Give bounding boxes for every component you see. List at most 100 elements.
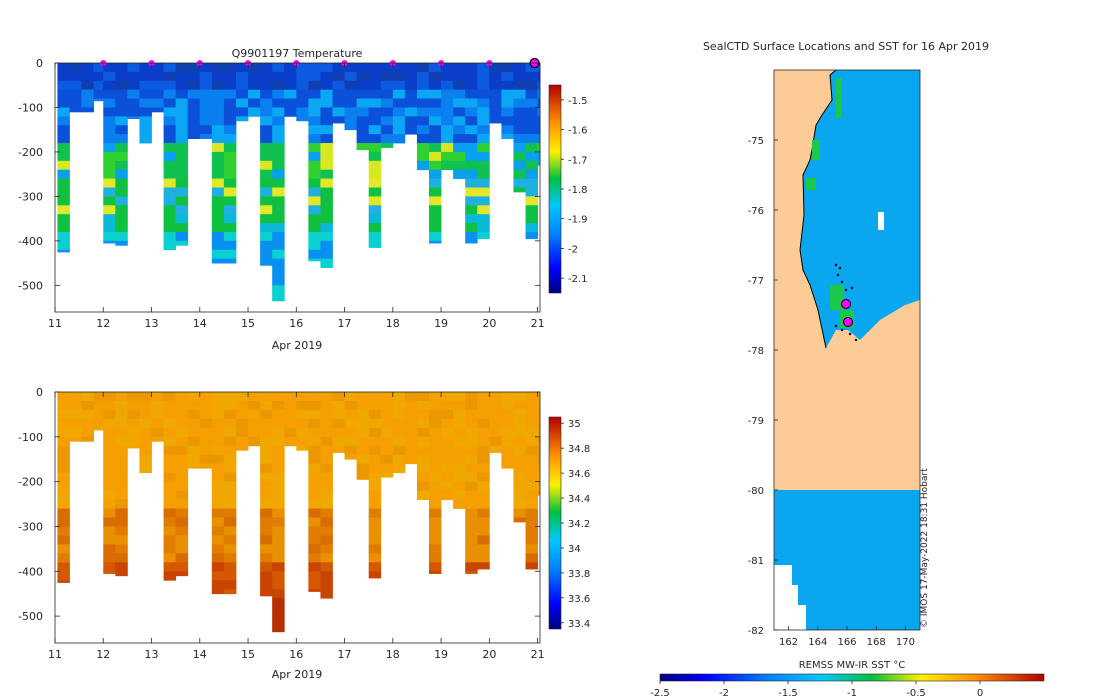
temperature-cell	[320, 107, 333, 117]
temperature-cell	[380, 116, 394, 126]
temperature-cell	[308, 205, 321, 215]
salinity-cell	[284, 427, 297, 438]
salinity-cell	[465, 535, 478, 545]
temperature-cell	[163, 187, 177, 197]
salinity-cell	[223, 409, 237, 420]
temperature-cell	[151, 89, 164, 99]
colorbar-tick-label: -1.9	[568, 215, 588, 226]
temperature-cell	[477, 223, 490, 233]
salinity-cell	[477, 490, 490, 500]
temperature-cell	[368, 240, 382, 248]
temperature-cell	[163, 151, 177, 162]
temperature-cell	[69, 71, 82, 82]
salinity-cell	[429, 436, 442, 447]
temperature-cell	[537, 107, 541, 117]
salinity-cell	[441, 400, 454, 411]
salinity-cell	[199, 427, 213, 438]
temperature-cell	[139, 80, 152, 91]
temperature-cell	[127, 89, 140, 99]
salinity-cell	[332, 418, 345, 429]
temperature-cell	[320, 116, 333, 126]
temperature-cell	[115, 116, 128, 126]
temperature-cell	[175, 178, 189, 188]
salinity-cell	[368, 392, 382, 402]
temperature-cell	[139, 107, 152, 117]
salinity-cell	[477, 562, 490, 570]
map-x-tick-label: 166	[837, 637, 856, 648]
salinity-cell	[465, 472, 478, 483]
temperature-cell	[513, 143, 526, 153]
salinity-cell	[320, 580, 333, 590]
temperature-cell	[465, 178, 478, 188]
salinity-cell	[429, 553, 442, 563]
temperature-cell	[272, 231, 285, 242]
salinity-cell	[537, 481, 541, 492]
salinity-cell	[525, 535, 538, 545]
salinity-cell	[429, 481, 442, 492]
temperature-cell	[525, 205, 538, 215]
temperature-cell	[501, 63, 514, 73]
temperature-cell	[356, 143, 370, 151]
temperature-cell	[537, 151, 541, 162]
temperature-cell	[103, 80, 116, 91]
temperature-cell	[151, 71, 164, 82]
temperature-cell	[453, 63, 466, 73]
map-x-tick-label: 164	[808, 637, 827, 648]
temperature-cell	[103, 169, 116, 180]
temperature-cell	[525, 223, 538, 233]
temperature-cell	[223, 178, 237, 188]
salinity-cell	[115, 553, 128, 563]
temperature-cell	[272, 294, 285, 302]
temperature-cell	[211, 125, 225, 135]
temperature-cell	[223, 80, 237, 91]
temperature-cell	[453, 107, 466, 117]
temperature-cell	[465, 196, 478, 206]
temperature-cell	[368, 169, 382, 180]
map-x-ticks: 162 164 166 168 170	[779, 626, 915, 648]
temperature-cell	[416, 71, 430, 82]
temperature-cell	[320, 178, 333, 188]
temperature-cell	[368, 151, 382, 162]
temperature-cell	[103, 63, 116, 73]
salinity-cell	[211, 400, 225, 411]
temperature-cell	[525, 178, 538, 188]
temperature-cell	[525, 169, 538, 180]
salinity-cell	[163, 454, 177, 465]
temperature-cell	[272, 258, 285, 268]
salinity-cell	[57, 553, 70, 563]
salinity-cell	[429, 418, 442, 429]
salinity-cell	[320, 463, 333, 474]
x-tick-label: 19	[434, 648, 448, 661]
salinity-cell	[308, 481, 321, 492]
temperature-cell	[223, 151, 237, 162]
salinity-cell	[537, 392, 541, 402]
sst-map-panel: SealCTD Surface Locations and SST for 16…	[650, 40, 1045, 699]
seal-track	[834, 263, 858, 342]
salinity-cell	[199, 418, 213, 429]
temperature-cell	[441, 98, 454, 108]
salinity-cell	[368, 526, 382, 536]
temperature-cell	[368, 178, 382, 188]
temperature-cell	[187, 71, 201, 82]
y-tick-label: -200	[18, 476, 43, 489]
temperature-cell	[380, 125, 394, 135]
temperature-cell	[115, 169, 128, 180]
temperature-cell	[211, 196, 225, 206]
colorbar-tick-label: -1.5	[568, 96, 588, 107]
temperature-cell	[175, 169, 189, 180]
temperature-cell	[380, 71, 394, 82]
salinity-cell	[199, 409, 213, 420]
salinity-cell	[477, 499, 490, 509]
temperature-cell	[187, 80, 201, 91]
temperature-cell	[187, 89, 201, 99]
salinity-cell	[320, 490, 333, 500]
x-tick-label: 14	[193, 317, 207, 330]
temperature-cell	[260, 240, 273, 251]
salinity-cell	[175, 481, 189, 492]
temperature-cell	[127, 116, 140, 119]
temperature-cell	[260, 178, 273, 188]
temperature-cell	[57, 143, 70, 153]
temperature-cell	[57, 107, 70, 117]
temperature-cell	[320, 71, 333, 82]
temperature-cell	[260, 107, 273, 117]
